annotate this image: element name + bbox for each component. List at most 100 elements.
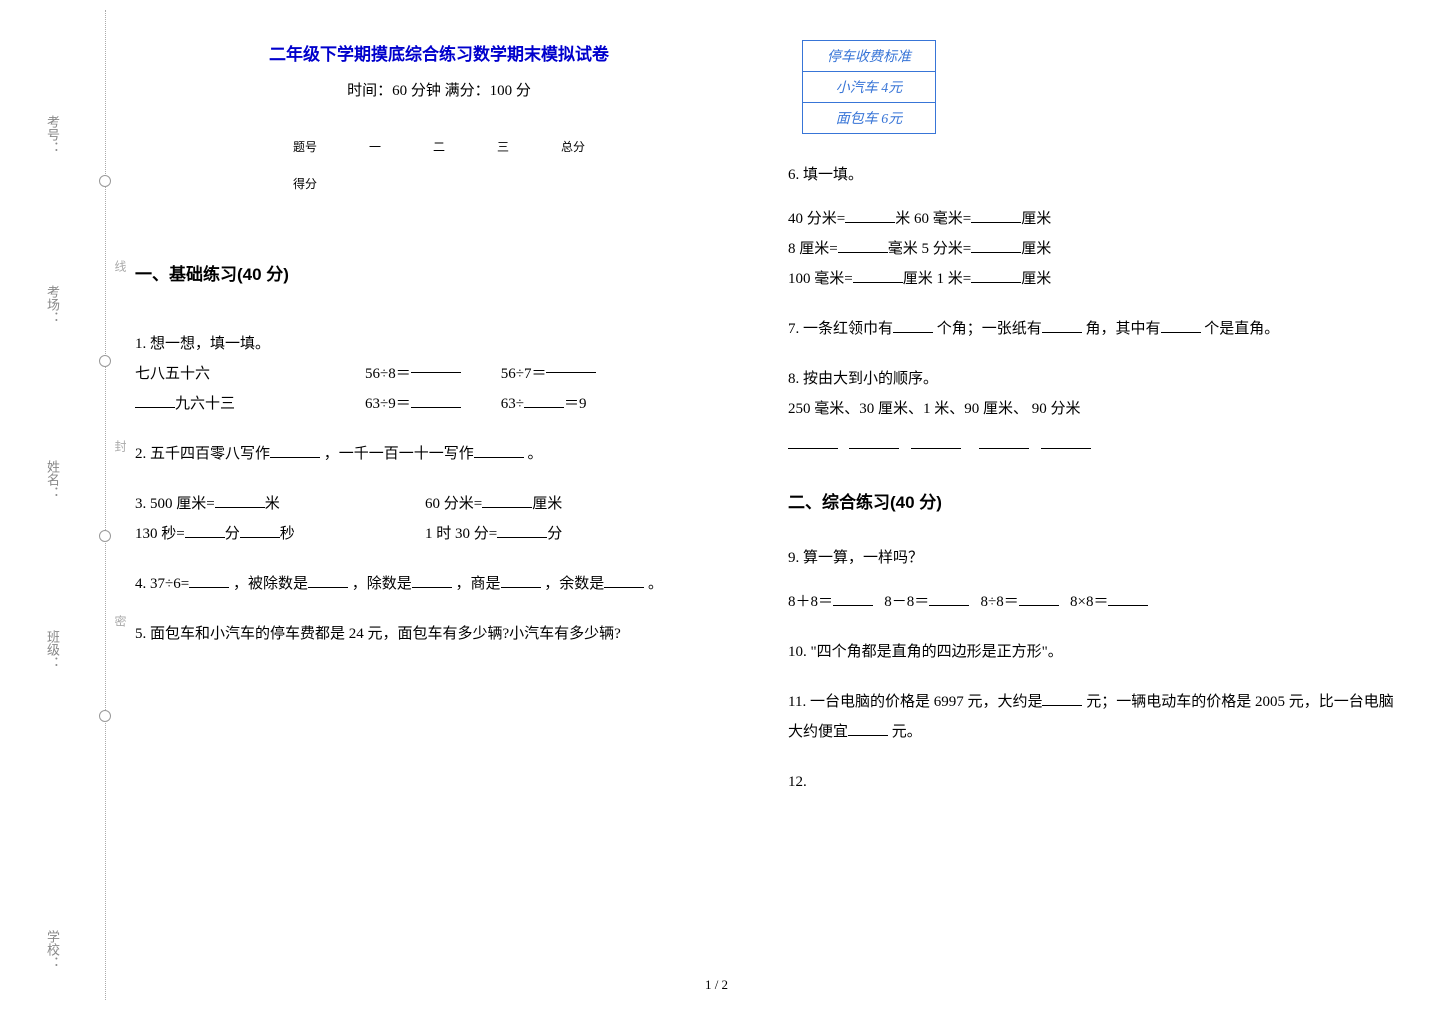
- blank: [911, 435, 961, 449]
- score-cell-0: 得分: [267, 165, 343, 202]
- q2-text: 2. 五千四百零八写作: [135, 446, 270, 462]
- fee-row: 面包车 6元: [803, 103, 936, 134]
- q2-text: 。: [528, 446, 543, 462]
- seal-word-mi: 密: [112, 615, 129, 637]
- q3-text: 60 分米=: [425, 496, 482, 512]
- q6-text: 1 米=: [936, 271, 971, 287]
- blank: [185, 524, 225, 538]
- q9-expr: 8×8＝: [1070, 594, 1108, 610]
- blank: [848, 722, 888, 736]
- seal-circle-icon: [99, 530, 111, 542]
- q8-items: 250 毫米、30 厘米、1 米、90 厘米、 90 分米: [788, 394, 1396, 424]
- q3-unit: 分: [547, 526, 562, 542]
- blank: [604, 574, 644, 588]
- question-8: 8. 按由大到小的顺序。 250 毫米、30 厘米、1 米、90 厘米、 90 …: [788, 364, 1396, 460]
- q4-text: ，商是: [455, 576, 500, 592]
- binding-edge: 考号： 考场： 姓名： 班级： 学校： 线 封 密: [35, 0, 125, 1011]
- section-2-title: 二、综合练习(40 分): [788, 488, 1396, 513]
- score-header-4: 总分: [535, 128, 611, 165]
- label-kaochang: 考场：: [43, 285, 62, 324]
- score-cell-4: [535, 165, 611, 202]
- page-content: 二年级下学期摸底综合练习数学期末模拟试卷 时间：60 分钟 满分：100 分 题…: [135, 40, 1405, 817]
- q9-expr: 8÷8＝: [981, 594, 1019, 610]
- right-column: 停车收费标准 小汽车 4元 面包车 6元 6. 填一填。 40 分米=米 60 …: [788, 40, 1396, 817]
- score-cell-2: [407, 165, 471, 202]
- q9-label: 9. 算一算，一样吗？: [788, 543, 1396, 573]
- seal-word-feng: 封: [112, 440, 129, 462]
- q7-text: 个是直角。: [1204, 321, 1279, 337]
- blank: [1161, 319, 1201, 333]
- blank: [853, 269, 903, 283]
- question-12: 12.: [788, 767, 1396, 797]
- blank: [1108, 592, 1148, 606]
- question-6: 6. 填一填。 40 分米=米 60 毫米=厘米 8 厘米=毫米 5 分米=厘米…: [788, 160, 1396, 294]
- q9-expr: 8－8＝: [884, 594, 929, 610]
- blank: [833, 592, 873, 606]
- q4-text: 。: [648, 576, 663, 592]
- q1-expr: 63÷: [501, 389, 524, 419]
- question-2: 2. 五千四百零八写作 ，一千一百一十一写作 。: [135, 439, 743, 469]
- q6-label: 6. 填一填。: [788, 160, 1396, 190]
- question-5: 5. 面包车和小汽车的停车费都是 24 元，面包车有多少辆?小汽车有多少辆?: [135, 619, 743, 649]
- q7-text: 角，其中有: [1086, 321, 1161, 337]
- blank: [546, 359, 596, 373]
- q1-text: 七八五十六: [135, 359, 365, 389]
- q3-unit: 秒: [280, 526, 295, 542]
- blank: [411, 359, 461, 373]
- q4-text: ，余数是: [544, 576, 604, 592]
- blank: [929, 592, 969, 606]
- question-7: 7. 一条红领巾有 个角；一张纸有 角，其中有 个是直角。: [788, 314, 1396, 344]
- q4-text: ，被除数是: [233, 576, 308, 592]
- table-row: 小汽车 4元: [803, 72, 936, 103]
- table-row: 面包车 6元: [803, 103, 936, 134]
- q3-unit: 分: [225, 526, 240, 542]
- blank: [524, 394, 564, 408]
- q11-text: 11. 一台电脑的价格是 6997 元，大约是: [788, 694, 1042, 710]
- question-11: 11. 一台电脑的价格是 6997 元，大约是 元；一辆电动车的价格是 2005…: [788, 687, 1396, 747]
- q1-expr: 56÷7＝: [501, 359, 547, 389]
- q6-unit: 厘米: [1021, 211, 1051, 227]
- blank: [412, 574, 452, 588]
- blank: [215, 494, 265, 508]
- q6-text: 40 分米=: [788, 211, 845, 227]
- q1-expr: 63÷9＝: [365, 389, 411, 419]
- question-3: 3. 500 厘米=米 60 分米=厘米 130 秒=分秒 1 时 30 分=分: [135, 489, 743, 549]
- q1-expr: ＝9: [564, 389, 587, 419]
- blank: [971, 239, 1021, 253]
- fee-table: 停车收费标准 小汽车 4元 面包车 6元: [802, 40, 936, 134]
- seal-circle-icon: [99, 175, 111, 187]
- blank: [135, 394, 175, 408]
- left-column: 二年级下学期摸底综合练习数学期末模拟试卷 时间：60 分钟 满分：100 分 题…: [135, 40, 743, 817]
- q3-text: 130 秒=: [135, 526, 185, 542]
- q1-text: 九六十三: [175, 396, 235, 412]
- fee-row: 小汽车 4元: [803, 72, 936, 103]
- exam-subtitle: 时间：60 分钟 满分：100 分: [135, 79, 743, 100]
- blank: [788, 435, 838, 449]
- blank: [501, 574, 541, 588]
- section-1-title: 一、基础练习(40 分): [135, 260, 743, 285]
- label-banji: 班级：: [43, 630, 62, 669]
- score-cell-1: [343, 165, 407, 202]
- q2-text: ，一千一百一十一写作: [324, 446, 474, 462]
- blank: [838, 239, 888, 253]
- table-row: 停车收费标准: [803, 41, 936, 72]
- q6-text: 5 分米=: [921, 241, 971, 257]
- seal-circle-icon: [99, 355, 111, 367]
- label-kaohao: 考号：: [43, 115, 62, 154]
- question-9: 9. 算一算，一样吗？ 8＋8＝ 8－8＝ 8÷8＝ 8×8＝: [788, 543, 1396, 617]
- label-xingming: 姓名：: [43, 460, 62, 499]
- q1-expr: 56÷8＝: [365, 359, 411, 389]
- q11-text: 元。: [892, 724, 922, 740]
- blank: [845, 209, 895, 223]
- q3-text: 3. 500 厘米=: [135, 496, 215, 512]
- q4-text: 4. 37÷6=: [135, 576, 189, 592]
- question-10: 10. "四个角都是直角的四边形是正方形"。: [788, 637, 1396, 667]
- q6-text: 60 毫米=: [914, 211, 971, 227]
- blank: [482, 494, 532, 508]
- q8-label: 8. 按由大到小的顺序。: [788, 364, 1396, 394]
- q6-text: 8 厘米=: [788, 241, 838, 257]
- blank: [1042, 692, 1082, 706]
- q3-unit: 米: [265, 496, 280, 512]
- score-cell-3: [471, 165, 535, 202]
- page-number: 1 / 2: [705, 977, 728, 993]
